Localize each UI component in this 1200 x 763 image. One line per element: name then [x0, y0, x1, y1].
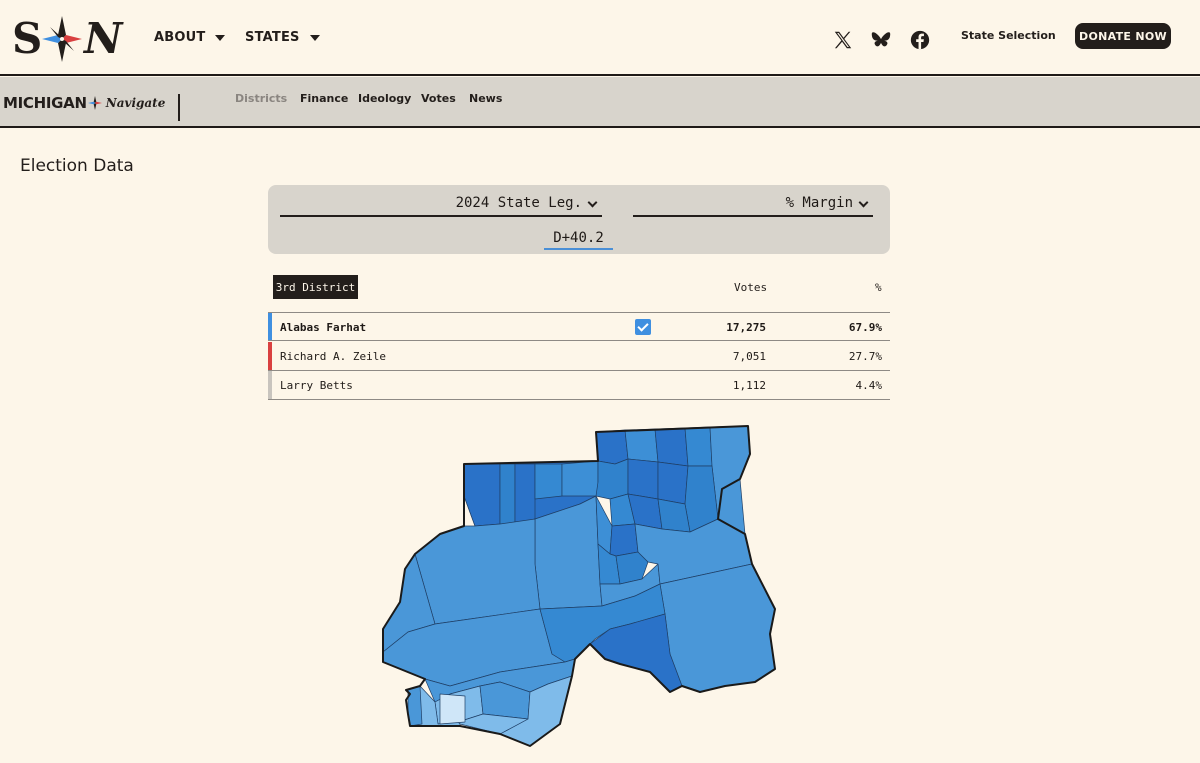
metric-select[interactable]: % Margin	[633, 193, 873, 217]
nav-about-label: ABOUT	[154, 30, 206, 45]
compass-star-icon	[42, 16, 82, 62]
tab-ideology[interactable]: Ideology	[358, 92, 412, 105]
state-selection-link[interactable]: State Selection	[961, 29, 1056, 42]
party-color-bar	[268, 313, 272, 340]
subnav-divider	[178, 94, 180, 121]
map-precinct[interactable]	[514, 463, 536, 525]
candidate-pct: 27.7%	[848, 350, 882, 363]
x-icon[interactable]	[832, 29, 854, 51]
party-color-bar	[268, 342, 272, 370]
state-name: MICHIGAN	[3, 94, 87, 112]
district-label: 3rd District	[273, 275, 358, 299]
compass-star-icon	[87, 96, 102, 110]
candidate-pct: 4.4%	[855, 379, 883, 392]
candidate-votes: 1,112	[732, 379, 766, 392]
candidate-row[interactable]: Alabas Farhat 17,275 67.9%	[268, 312, 890, 341]
donate-button[interactable]: DONATE NOW	[1075, 23, 1171, 49]
candidate-pct: 67.9%	[848, 321, 882, 334]
site-logo[interactable]: S N	[12, 14, 127, 64]
top-navbar: S N ABOUT STATES State Selection DONATE …	[0, 0, 1200, 76]
candidate-row[interactable]: Richard A. Zeile 7,051 27.7%	[268, 342, 890, 371]
candidate-row[interactable]: Larry Betts 1,112 4.4%	[268, 371, 890, 400]
map-precinct[interactable]	[654, 427, 689, 467]
map-precinct[interactable]	[534, 463, 563, 500]
section-title: Election Data	[20, 156, 134, 176]
tab-news[interactable]: News	[469, 92, 503, 105]
election-select[interactable]: 2024 State Leg.	[280, 193, 602, 217]
metric-select-value: % Margin	[785, 195, 853, 211]
nav-about[interactable]: ABOUT	[154, 30, 226, 45]
logo-letter-n: N	[84, 14, 123, 63]
state-brand[interactable]: MICHIGAN Navigate	[3, 94, 165, 112]
candidate-votes: 7,051	[732, 350, 766, 363]
tab-votes[interactable]: Votes	[421, 92, 456, 105]
map-precinct[interactable]	[499, 463, 516, 525]
nav-states[interactable]: STATES	[245, 30, 320, 45]
district-precinct-map[interactable]	[380, 424, 780, 749]
district-outline	[382, 425, 776, 747]
margin-value: D+40.2	[544, 228, 613, 250]
map-precinct[interactable]	[595, 429, 629, 465]
candidate-name: Alabas Farhat	[280, 321, 367, 334]
map-precinct[interactable]	[684, 426, 713, 467]
pct-column-header: %	[875, 281, 882, 294]
map-precinct[interactable]	[657, 498, 691, 533]
tab-finance[interactable]: Finance	[300, 92, 349, 105]
nav-states-label: STATES	[245, 30, 300, 45]
winner-check-icon	[635, 319, 651, 335]
facebook-icon[interactable]	[909, 29, 931, 51]
chevron-down-icon	[858, 197, 869, 208]
map-precinct[interactable]	[407, 685, 423, 727]
candidate-name: Larry Betts	[280, 379, 353, 392]
candidate-votes: 17,275	[726, 321, 766, 334]
map-precinct[interactable]	[615, 551, 649, 585]
map-precinct[interactable]	[624, 428, 659, 463]
state-subnav: MICHIGAN Navigate Districts Finance Ideo…	[0, 77, 1200, 128]
tab-districts[interactable]: Districts	[235, 92, 288, 105]
map-precinct[interactable]	[609, 523, 639, 557]
navigate-script-logo: Navigate	[105, 96, 166, 110]
votes-column-header: Votes	[734, 281, 768, 294]
map-precinct[interactable]	[561, 460, 599, 497]
map-precinct[interactable]	[595, 458, 629, 500]
map-precinct[interactable]	[463, 463, 501, 527]
party-color-bar	[268, 371, 272, 399]
bluesky-icon[interactable]	[870, 29, 892, 51]
caret-down-icon	[309, 34, 320, 41]
caret-down-icon	[215, 34, 226, 41]
logo-letter-s: S	[12, 14, 43, 63]
map-precinct[interactable]	[627, 458, 659, 500]
map-precinct[interactable]	[657, 461, 689, 505]
candidate-name: Richard A. Zeile	[280, 350, 386, 363]
map-precinct[interactable]	[414, 518, 541, 625]
chevron-down-icon	[587, 197, 598, 208]
map-precinct[interactable]	[439, 693, 466, 725]
election-selector-panel: 2024 State Leg. % Margin D+40.2	[268, 185, 890, 254]
election-select-value: 2024 State Leg.	[455, 195, 582, 211]
